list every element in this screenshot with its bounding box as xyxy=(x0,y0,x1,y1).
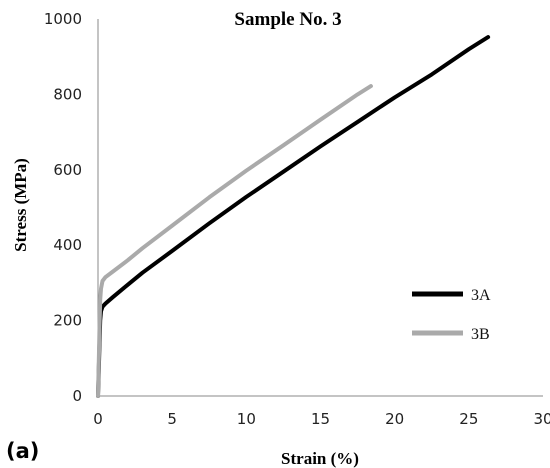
x-tick-label: 15 xyxy=(311,410,330,428)
panel-label: (a) xyxy=(6,439,39,463)
x-axis-label: Strain (%) xyxy=(281,449,359,468)
y-tick-label: 600 xyxy=(53,161,82,179)
x-tick-label: 0 xyxy=(93,410,103,428)
x-tick-label: 10 xyxy=(237,410,256,428)
y-tick-label: 1000 xyxy=(44,10,82,28)
x-tick-label: 20 xyxy=(385,410,404,428)
legend-label-3b: 3B xyxy=(471,326,490,343)
y-tick-label: 0 xyxy=(72,387,82,405)
x-tick-labels: 0 5 10 15 20 25 30 xyxy=(93,410,550,428)
y-tick-label: 800 xyxy=(53,85,82,103)
series-lines xyxy=(96,35,491,398)
y-axis-label: Stress (MPa) xyxy=(11,158,30,252)
legend-label-3a: 3A xyxy=(471,287,491,304)
x-tick-label: 25 xyxy=(459,410,478,428)
y-tick-labels: 0 200 400 600 800 1000 xyxy=(44,10,82,405)
x-tick-label: 5 xyxy=(167,410,177,428)
series-line-3b xyxy=(96,84,373,398)
legend: 3A 3B xyxy=(412,287,491,343)
series-line-3a xyxy=(96,35,491,398)
x-tick-label: 30 xyxy=(533,410,550,428)
y-tick-label: 400 xyxy=(53,236,82,254)
chart-title: Sample No. 3 xyxy=(234,9,341,30)
y-tick-label: 200 xyxy=(53,312,82,330)
